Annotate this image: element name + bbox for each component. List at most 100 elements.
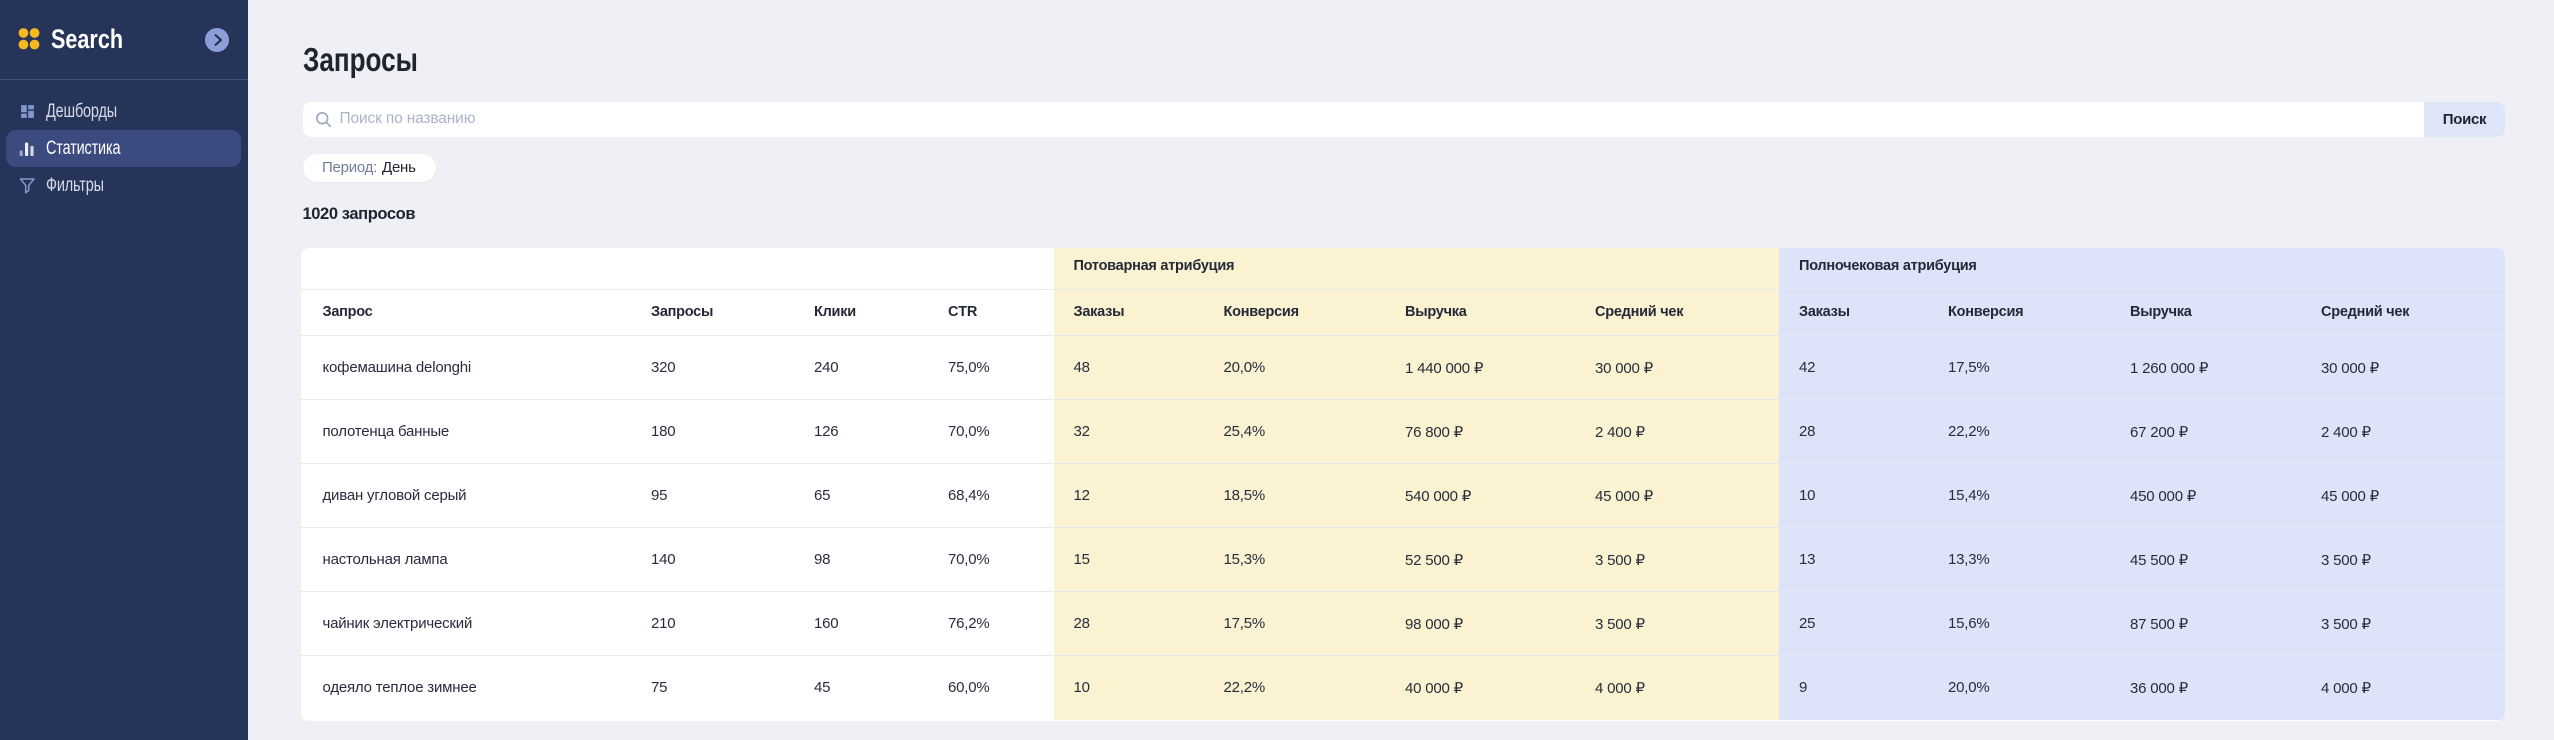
table-cell: 10 <box>1779 463 1929 528</box>
sidebar-item-dashboards[interactable]: Дешборды <box>6 93 241 130</box>
table-cell: 210 <box>631 591 794 656</box>
sidebar-item-statistics[interactable]: Статистика <box>5 130 241 167</box>
table-cell: 2 400 ₽ <box>2301 399 2505 464</box>
table-cell: 28 <box>1779 399 1929 464</box>
table-cell: 70,0% <box>928 527 1054 592</box>
table-cell: полотенца банные <box>300 399 631 464</box>
table-cell: 45 000 ₽ <box>1575 463 1780 528</box>
table-cell: 4 000 ₽ <box>1575 655 1780 720</box>
table-cell: 45 <box>814 679 831 697</box>
table-cell: 42 <box>1779 335 1929 400</box>
table-cell: 15,4% <box>1928 463 2111 528</box>
search-icon <box>315 111 331 127</box>
column-header: Средний чек <box>1575 289 1780 336</box>
filter-icon <box>19 178 35 194</box>
group-header-full-check-attribution: Полночековая атрибуция <box>1779 247 2505 290</box>
table-cell: 25,4% <box>1203 399 1385 464</box>
table-cell: 20,0% <box>1203 335 1385 400</box>
table-row: кофемашина delonghi 320 240 75,0% 48 20,0% 1 4… <box>300 335 2505 400</box>
period-value: День <box>382 159 416 176</box>
results-count: 1020 запросов <box>302 205 416 223</box>
group-header-base <box>300 247 1054 290</box>
column-header: Запрос <box>300 289 631 336</box>
table-cell: 75 <box>651 679 668 697</box>
search-box <box>302 101 2424 137</box>
chevron-right-icon <box>214 33 222 46</box>
table-row: полотенца банные 180 126 70,0% 32 25,4% 76 800… <box>300 399 2505 464</box>
table-cell: 25 <box>1779 591 1929 656</box>
table-cell: 45 000 ₽ <box>2301 463 2505 528</box>
table-cell: 450 000 ₽ <box>2110 463 2302 528</box>
table-cell: 3 500 ₽ <box>2301 591 2505 656</box>
table-cell: 98 000 ₽ <box>1385 591 1575 656</box>
table-cell: 3 500 ₽ <box>1575 591 1780 656</box>
bar-chart-icon <box>19 142 34 156</box>
table-cell: 160 <box>794 591 928 656</box>
page-title: Запросы <box>302 41 418 78</box>
table-cell: 22,2% <box>1928 399 2111 464</box>
table-cell: 40 000 ₽ <box>1385 655 1575 720</box>
table-cell: 17,5% <box>1928 335 2111 400</box>
table-cell: 28 <box>1053 591 1204 656</box>
table-cell: 1 260 000 ₽ <box>2110 335 2302 400</box>
period-filter-chip[interactable]: Период: День <box>302 153 437 182</box>
table-cell: 87 500 ₽ <box>2110 591 2302 656</box>
group-header-product-attribution: Потоварная атрибуция <box>1053 247 1780 290</box>
search-button[interactable]: Поиск <box>2424 101 2505 137</box>
column-header: Выручка <box>1385 289 1575 336</box>
sidebar-collapse-button[interactable] <box>204 27 229 52</box>
sidebar-item-label: Фильтры <box>45 174 104 196</box>
table-cell: 320 <box>631 335 794 400</box>
table-cell: настольная лампа <box>300 527 631 592</box>
table-row: одеяло теплое зимнее 75 45 60,0% 10 22,2% 40 0… <box>301 655 2505 720</box>
table-cell: 3 500 ₽ <box>1575 527 1780 592</box>
table-cell: 540 000 ₽ <box>1385 463 1575 528</box>
table-cell: 67 200 ₽ <box>2110 399 2302 464</box>
table-cell: 48 <box>1053 335 1204 400</box>
table-cell: 36 000 ₽ <box>2110 655 2302 720</box>
table-cell: 1 440 000 ₽ <box>1385 335 1575 400</box>
table-cell: 15,3% <box>1203 527 1385 592</box>
sidebar-item-label: Дешборды <box>45 100 117 122</box>
table-cell: 20,0% <box>1928 655 2111 720</box>
table-cell: диван угловой серый <box>300 463 631 528</box>
sidebar-header: Search <box>0 0 248 80</box>
table-cell: 240 <box>794 335 928 400</box>
table-cell: 140 <box>631 527 794 592</box>
table-cell: 9 <box>1779 655 1929 720</box>
table-cell: 30 000 ₽ <box>1575 335 1780 400</box>
table-cell: 22,2% <box>1203 655 1385 720</box>
table-cell: 76 800 ₽ <box>1385 399 1575 464</box>
table-cell: 13,3% <box>1928 527 2111 592</box>
column-header: Заказы <box>1779 289 1929 336</box>
table-cell: 15,6% <box>1928 591 2111 656</box>
table-cell: 3 500 ₽ <box>2301 527 2505 592</box>
table-cell: 52 500 ₽ <box>1385 527 1575 592</box>
table-cell: 180 <box>631 399 794 464</box>
period-label: Период: <box>322 159 378 176</box>
table-cell: 60,0% <box>948 679 990 697</box>
table-cell: 12 <box>1053 463 1204 528</box>
logo-icon <box>18 28 39 50</box>
sidebar-nav: Дешборды Статистика Фильтры <box>0 80 248 204</box>
table-row: чайник электрический 210 160 76,2% 28 17,5% 98… <box>300 591 2505 656</box>
table-cell: 15 <box>1053 527 1204 592</box>
column-header: CTR <box>928 289 1054 336</box>
search-input[interactable] <box>302 101 2424 137</box>
column-header: Выручка <box>2110 289 2302 336</box>
table-cell: 13 <box>1779 527 1929 592</box>
table-cell: 98 <box>794 527 928 592</box>
sidebar-item-filters[interactable]: Фильтры <box>6 167 241 204</box>
table-cell: 95 <box>631 463 794 528</box>
column-header: Конверсия <box>1928 289 2111 336</box>
table-cell: 65 <box>794 463 928 528</box>
table-cell: 126 <box>794 399 928 464</box>
table-cell: 75,0% <box>928 335 1054 400</box>
column-header: Заказы <box>1053 289 1204 336</box>
dashboard-icon <box>20 105 34 118</box>
table-cell: 68,4% <box>928 463 1054 528</box>
table-cell: 18,5% <box>1203 463 1385 528</box>
table-cell: чайник электрический <box>300 591 631 656</box>
table-cell: 70,0% <box>928 399 1054 464</box>
table-cell: 30 000 ₽ <box>2301 335 2505 400</box>
